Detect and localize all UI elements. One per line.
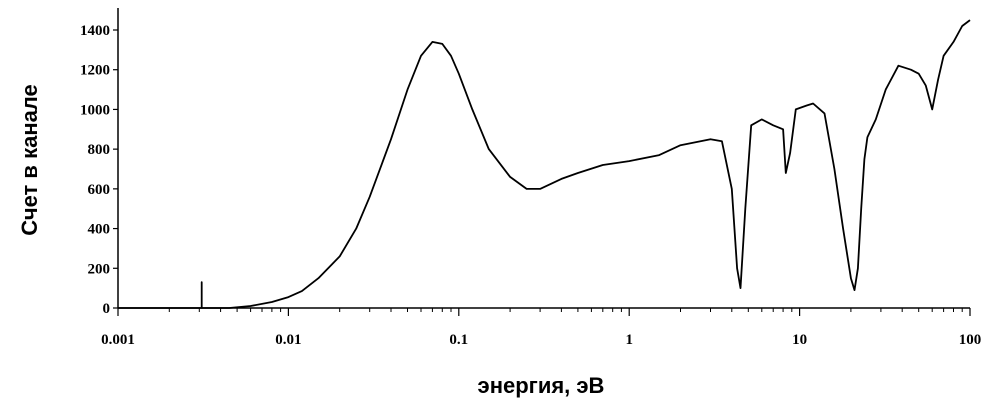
x-tick-label: 100 <box>959 332 982 348</box>
x-tick-label: 0.001 <box>101 332 135 348</box>
y-tick-label: 1400 <box>80 23 110 39</box>
y-tick-label: 600 <box>88 182 111 198</box>
y-tick-label: 0 <box>103 301 111 317</box>
y-tick-label: 1000 <box>80 102 110 118</box>
y-axis-title: Счет в канале <box>17 84 42 236</box>
x-tick-label: 1 <box>625 332 633 348</box>
x-tick-label: 10 <box>792 332 807 348</box>
spectrum-line <box>118 19 971 309</box>
y-tick-label: 1200 <box>80 63 110 79</box>
x-tick-label: 0.1 <box>449 332 468 348</box>
x-axis-title: энергия, эВ <box>478 373 605 398</box>
x-tick-label: 0.01 <box>275 332 301 348</box>
y-tick-label: 800 <box>88 142 111 158</box>
y-tick-label: 400 <box>88 222 111 238</box>
y-tick-label: 200 <box>88 261 111 277</box>
